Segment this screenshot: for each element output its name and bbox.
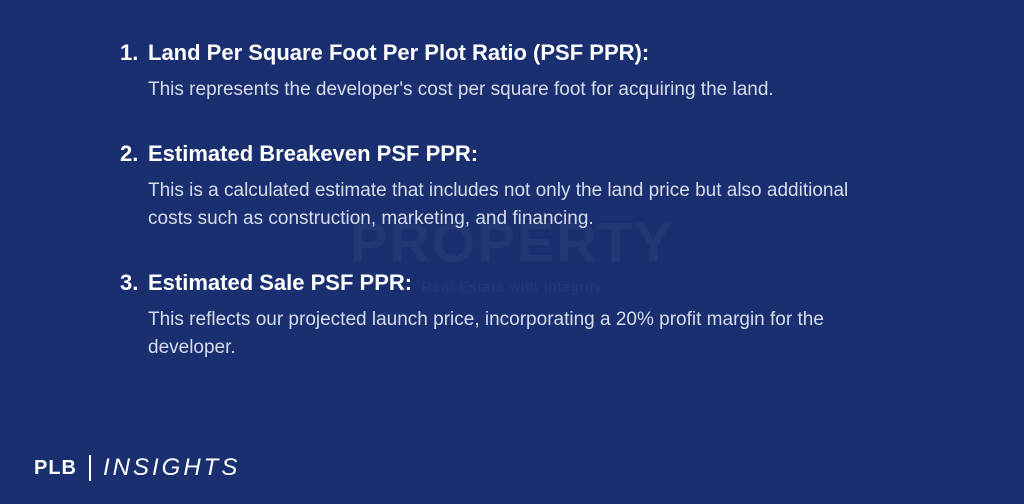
logo-prefix: PLB [34, 457, 77, 480]
item-number: 3. [120, 270, 148, 296]
item-number: 1. [120, 40, 148, 66]
item-header: 3. Estimated Sale PSF PPR: [120, 270, 904, 296]
brand-logo: PLB INSIGHTS [34, 454, 240, 482]
logo-divider [89, 455, 91, 481]
content-list: 1. Land Per Square Foot Per Plot Ratio (… [0, 0, 1024, 363]
item-description: This reflects our projected launch price… [120, 306, 880, 363]
list-item: 3. Estimated Sale PSF PPR: This reflects… [120, 270, 904, 363]
list-item: 1. Land Per Square Foot Per Plot Ratio (… [120, 40, 904, 105]
item-header: 1. Land Per Square Foot Per Plot Ratio (… [120, 40, 904, 66]
item-title: Estimated Breakeven PSF PPR: [148, 141, 904, 167]
list-item: 2. Estimated Breakeven PSF PPR: This is … [120, 141, 904, 234]
logo-main: INSIGHTS [103, 454, 240, 482]
item-description: This represents the developer's cost per… [120, 76, 880, 105]
item-header: 2. Estimated Breakeven PSF PPR: [120, 141, 904, 167]
item-title: Estimated Sale PSF PPR: [148, 270, 904, 296]
item-description: This is a calculated estimate that inclu… [120, 177, 880, 234]
item-number: 2. [120, 141, 148, 167]
item-title: Land Per Square Foot Per Plot Ratio (PSF… [148, 40, 904, 66]
